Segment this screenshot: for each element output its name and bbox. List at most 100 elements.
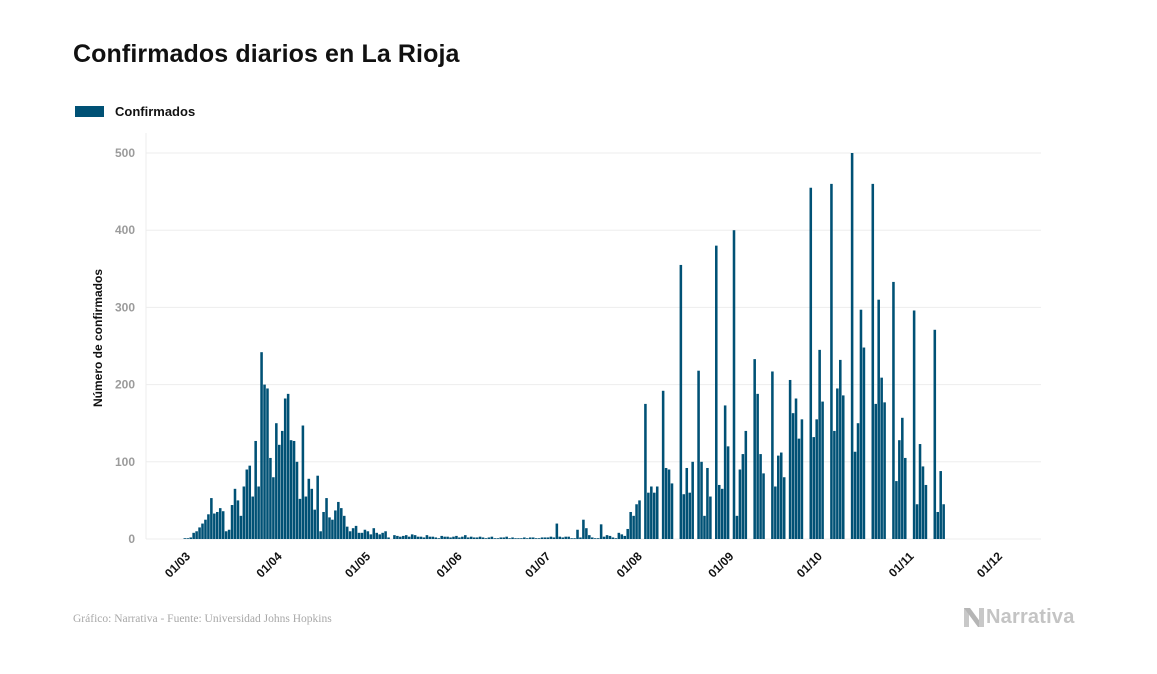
bar [759,454,762,539]
bar [396,535,399,539]
bar [555,523,559,539]
bar [227,529,231,539]
bar [387,537,390,539]
bar [407,536,411,539]
bar [670,483,674,539]
bar [469,536,473,539]
bar [413,535,417,539]
bar [248,465,252,539]
bar [446,536,449,539]
bar [632,515,635,539]
bar [251,496,254,539]
x-tick-label: 01/09 [705,549,736,580]
y-axis-label: Número de confirmados [91,269,105,407]
bar [195,531,198,539]
bar [918,444,922,539]
bar [706,467,709,539]
bar [325,498,328,539]
bar [369,534,373,539]
bar [874,403,878,539]
bar [260,352,263,539]
bar [549,536,553,539]
bar [688,492,691,539]
bar [207,514,210,539]
bar [378,534,381,539]
bar [585,528,588,539]
bar [189,537,192,539]
bar [322,511,325,539]
bar [818,349,821,539]
y-tick-label: 0 [128,532,135,546]
bar [815,419,818,539]
bar [661,390,665,539]
bar [399,536,402,539]
bar [812,437,815,539]
bar [915,504,919,539]
y-tick-label: 200 [115,378,135,392]
bar [204,519,207,539]
bar [573,538,576,539]
bar [635,504,638,539]
bar [283,398,287,539]
bar [537,538,541,539]
bar [472,537,476,539]
bar [372,528,376,539]
bar [523,537,526,539]
bar [410,534,414,539]
bar [278,444,281,539]
bar [292,440,296,539]
bar [224,531,228,539]
bar [508,538,511,539]
bar [602,536,606,539]
bar [901,417,904,539]
bar [653,492,656,539]
bar [546,537,550,539]
bar [334,510,337,539]
legend: Confirmados [75,104,195,119]
bar [626,528,629,539]
bar [434,537,438,539]
bar [517,538,520,539]
bar [239,515,243,539]
bar [859,309,863,539]
bar [534,538,538,539]
y-tick-label: 500 [115,146,135,160]
bars [183,153,945,540]
bar [363,529,367,539]
bar [484,538,488,539]
x-tick-label: 01/08 [614,549,645,580]
bar [313,509,316,539]
bar [499,537,503,539]
bar [939,471,942,539]
x-axis-ticks: 01/03 01/04 01/05 01/06 01/07 01/08 01/09 01/10… [162,549,1005,580]
y-tick-label: 400 [115,223,135,237]
bar [877,299,880,539]
narrativa-logo: Narrativa [964,606,1075,629]
bar [833,430,836,539]
bar [304,496,308,539]
bar [337,501,340,539]
legend-swatch-confirmados [75,106,104,117]
bar [788,379,792,539]
bar [354,525,358,539]
bar [774,486,777,539]
bar [738,469,742,539]
bar [431,536,435,539]
bar [723,405,727,539]
bar [871,183,875,539]
bar [295,461,299,539]
y-tick-label: 300 [115,300,135,314]
bar [664,467,668,539]
bar [667,469,671,539]
bar [650,486,653,539]
bar [644,403,647,539]
bar [540,537,544,539]
bar [588,535,591,539]
bar [903,457,907,539]
bar [310,488,314,539]
bar [490,536,494,539]
narrativa-n-logo-icon [964,608,984,627]
bar [647,492,650,539]
bar [531,537,535,539]
bar [579,537,582,539]
